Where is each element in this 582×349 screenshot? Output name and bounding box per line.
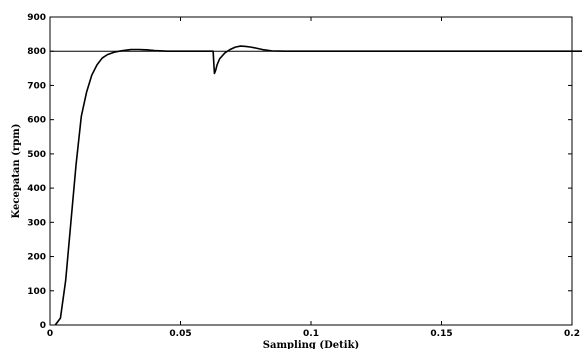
y-tick-label: 400 xyxy=(27,184,46,194)
y-tick-label: 100 xyxy=(27,287,46,297)
x-tick-label: 0 xyxy=(47,329,53,339)
x-tick-label: 0.1 xyxy=(303,329,319,339)
x-axis-title: Sampling (Detik) xyxy=(263,340,359,349)
x-tick-labels: 0 0.05 0.1 0.15 0.2 xyxy=(47,329,580,339)
x-tick-label: 0.05 xyxy=(169,329,191,339)
y-axis-title: Kecepatan (rpm) xyxy=(11,124,22,219)
y-tick-labels: 0 100 200 300 400 500 600 700 800 900 xyxy=(27,13,46,331)
plot-area xyxy=(49,16,573,326)
x-tick-label: 0.15 xyxy=(430,329,452,339)
series-lines xyxy=(50,45,582,326)
y-tick-label: 0 xyxy=(40,321,46,331)
series-line-response xyxy=(54,45,582,326)
y-tick-label: 600 xyxy=(27,116,46,126)
y-tick-label: 800 xyxy=(27,47,46,57)
x-tick-label: 0.2 xyxy=(564,329,580,339)
axis-ticks xyxy=(49,16,573,326)
y-tick-label: 200 xyxy=(27,253,46,263)
y-tick-label: 300 xyxy=(27,218,46,228)
y-tick-label: 700 xyxy=(27,81,46,91)
y-tick-label: 900 xyxy=(27,13,46,23)
y-tick-label: 500 xyxy=(27,150,46,160)
